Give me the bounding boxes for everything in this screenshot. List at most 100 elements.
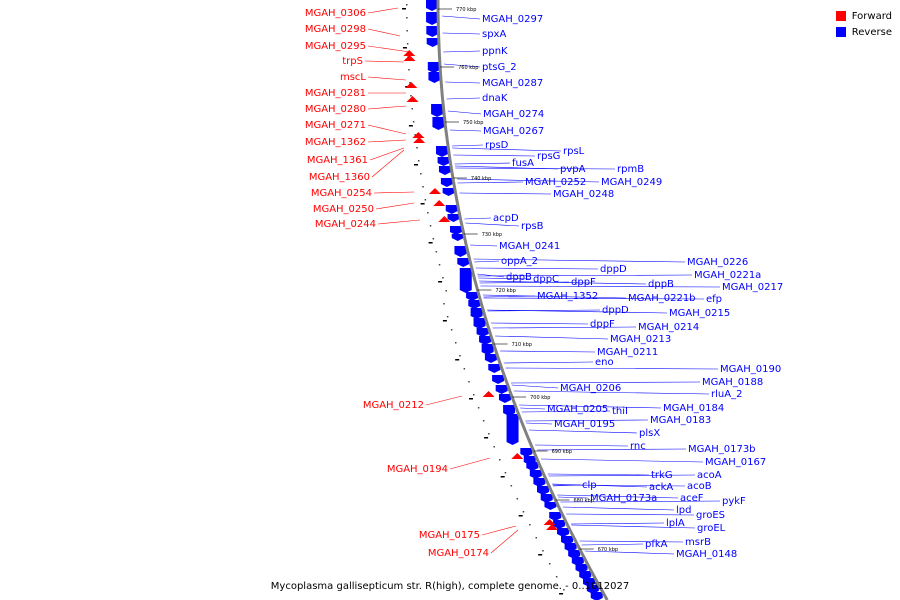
track-dot (410, 95, 412, 97)
forward-leader (364, 60, 405, 63)
reverse-gene-label: MGAH_0184 (663, 403, 724, 414)
track-dot (446, 316, 449, 318)
reverse-gene-label: acpD (493, 213, 519, 224)
reverse-leader (526, 422, 553, 425)
reverse-leader (552, 484, 581, 487)
forward-gene-label: MGAH_0298 (305, 24, 366, 35)
reverse-leader (503, 361, 594, 364)
forward-gene-label: MGAH_0281 (305, 88, 366, 99)
reverse-gene (426, 38, 439, 47)
reverse-gene-label: msrB (685, 537, 711, 548)
reverse-gene-label: MGAH_0221a (694, 270, 761, 281)
reverse-leader (457, 181, 524, 184)
reverse-leader (505, 367, 719, 370)
forward-leader (367, 124, 407, 135)
reverse-leader (474, 260, 500, 263)
track-dot (450, 329, 453, 331)
reverse-gene (533, 478, 546, 487)
reverse-leader (445, 81, 481, 84)
forward-gene (428, 188, 441, 194)
track-dot (459, 355, 461, 357)
reverse-gene (426, 0, 438, 11)
reverse-gene-label: MGAH_0211 (597, 347, 658, 358)
reverse-leader (519, 404, 662, 409)
reverse-gene-label: MGAH_0287 (482, 78, 543, 89)
reverse-leader (482, 294, 627, 299)
reverse-leader (511, 384, 559, 389)
track-dot (411, 108, 413, 110)
reverse-gene-label: dppD (602, 305, 629, 316)
reverse-gene (450, 226, 463, 235)
ruler-label: 690 kbp (552, 449, 572, 455)
reverse-gene-label: rpsL (563, 146, 585, 157)
reverse-leader (454, 162, 511, 165)
reverse-gene (427, 62, 440, 73)
reverse-gene-label: groES (696, 510, 725, 521)
track-tick (408, 125, 413, 127)
track-dot (529, 524, 531, 526)
reverse-gene-label: efp (706, 294, 722, 305)
forward-swatch (835, 11, 846, 21)
map-caption: Mycoplasma gallisepticum str. R(high), c… (270, 581, 630, 592)
reverse-leader (581, 543, 644, 546)
forward-leader (367, 7, 399, 14)
reverse-leader (528, 429, 638, 434)
forward-gene-label: MGAH_0306 (305, 8, 366, 19)
track-dot (412, 121, 415, 123)
reverse-leader (479, 280, 647, 285)
reverse-gene-label: dnaK (482, 93, 508, 104)
reverse-gene-label: dppF (590, 319, 615, 330)
ruler-label: 710 kbp (512, 342, 532, 348)
reverse-leader (521, 410, 611, 413)
reverse-gene-label: thiI (612, 406, 628, 417)
reverse-leader (442, 32, 481, 35)
track-dot (409, 82, 411, 84)
track-dot (416, 147, 418, 149)
reverse-gene (447, 214, 460, 222)
reverse-leader (562, 506, 675, 511)
reverse-leader (584, 550, 675, 555)
reverse-gene-label: MGAH_0248 (553, 189, 614, 200)
track-dot (455, 342, 457, 344)
reverse-gene (579, 571, 592, 580)
track-dot (482, 420, 485, 422)
reverse-gene (571, 557, 584, 566)
reverse-gene-label: aceF (680, 493, 704, 504)
track-dot (406, 43, 409, 45)
reverse-gene (583, 578, 596, 587)
reverse-gene-label: MGAH_0274 (483, 109, 544, 120)
reverse-gene-label: rnc (630, 441, 646, 452)
forward-gene-label: MGAH_0174 (428, 548, 489, 559)
reverse-gene (503, 405, 516, 416)
reverse-leader (477, 274, 693, 277)
reverse-leader (478, 277, 532, 280)
track-tick (559, 593, 564, 595)
reverse-leader (510, 381, 701, 384)
track-tick (438, 281, 443, 283)
forward-leader (371, 149, 405, 178)
legend: Forward Reverse (835, 8, 892, 40)
reverse-leader (449, 129, 482, 132)
reverse-gene (470, 308, 483, 319)
reverse-gene (428, 72, 441, 83)
forward-gene-label: MGAH_0194 (387, 464, 448, 475)
reverse-gene (479, 336, 492, 345)
reverse-gene-label: MGAH_0173b (688, 444, 756, 455)
legend-forward: Forward (835, 8, 892, 24)
reverse-leader (473, 258, 686, 263)
reverse-leader (520, 407, 546, 410)
reverse-leader (455, 167, 616, 170)
forward-gene (403, 50, 416, 56)
track-dot (516, 498, 519, 500)
ruler-label: 740 kbp (471, 176, 491, 182)
reverse-gene-label: MGAH_0173a (590, 493, 657, 504)
track-dot (424, 199, 427, 201)
reverse-gene (442, 188, 455, 196)
reverse-gene-label: pykF (722, 496, 746, 507)
forward-gene (412, 132, 425, 138)
reverse-gene-label: rpsG (537, 151, 560, 162)
reverse-leader (525, 419, 649, 422)
reverse-gene (454, 246, 467, 257)
reverse-leader (579, 540, 684, 543)
track-tick (484, 437, 489, 439)
